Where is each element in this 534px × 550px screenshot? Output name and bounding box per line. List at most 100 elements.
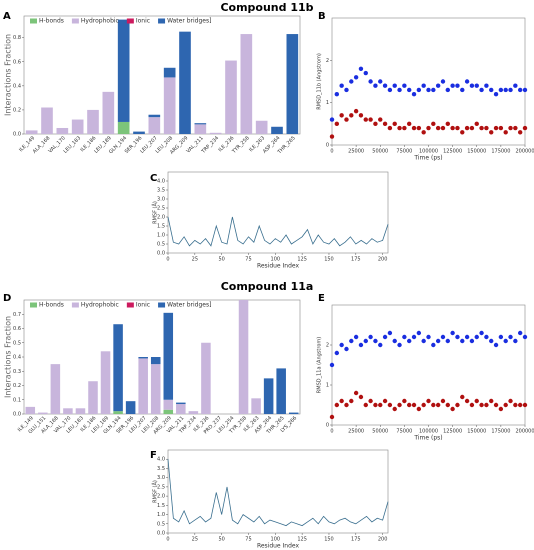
data-point (450, 330, 455, 336)
y-axis-label: Interactions Fraction (4, 34, 13, 116)
y-tick-label: 1.0 (157, 233, 165, 239)
data-point (397, 87, 402, 93)
x-tick-label: 0 (166, 257, 169, 263)
data-point (464, 398, 470, 404)
legend-swatch (71, 18, 79, 24)
panel-label: A (3, 11, 11, 22)
y-tick-label: 0.7 (13, 312, 21, 318)
data-point (440, 334, 446, 340)
data-point (484, 125, 489, 131)
bar-segment (225, 60, 237, 134)
data-point (387, 330, 393, 336)
bar-segment (50, 364, 61, 414)
legend-swatch (30, 18, 37, 24)
data-point (479, 125, 484, 131)
data-point (513, 338, 518, 344)
data-point (469, 402, 475, 408)
x-tick-label: 175000 (491, 149, 510, 155)
y-tick-label: 0.0 (13, 412, 21, 418)
bar-segment (194, 124, 207, 134)
data-point (358, 394, 364, 400)
x-tick-label: 150 (324, 537, 334, 543)
x-tick-label: 100000 (419, 149, 438, 155)
legend-swatch (30, 302, 37, 308)
data-point (522, 125, 528, 131)
data-point (517, 130, 523, 135)
legend-label: Ionic (136, 18, 150, 25)
y-axis-label: RMSF (Å) (152, 201, 159, 224)
data-point (503, 402, 508, 408)
data-point (426, 87, 431, 93)
data-point (358, 113, 364, 118)
data-point (455, 83, 460, 88)
bar-segment (71, 119, 84, 134)
data-point (469, 83, 475, 88)
data-point (513, 402, 518, 408)
bar-segment (179, 31, 191, 134)
bar-segment (125, 401, 136, 414)
y-tick-label: 0.5 (13, 340, 21, 346)
data-point (329, 362, 335, 368)
x-tick-label: 125000 (443, 429, 462, 435)
data-point (358, 66, 364, 72)
y-tick-label: 1.5 (157, 503, 165, 509)
y-tick-label: 3.0 (157, 475, 165, 481)
data-point (464, 334, 470, 340)
data-point (508, 87, 513, 93)
data-point (503, 87, 508, 93)
x-axis-label: Residue Index (257, 543, 300, 550)
y-axis-label: Interactions Fraction (4, 316, 13, 398)
y-tick-label: 2 (326, 58, 329, 64)
data-point (455, 334, 460, 340)
data-point (416, 330, 422, 336)
data-point (426, 125, 431, 131)
bar-segment (176, 402, 186, 405)
data-point (373, 121, 378, 127)
data-point (489, 87, 494, 93)
x-tick-label: 50 (218, 257, 224, 263)
data-point (368, 334, 373, 340)
y-tick-label: 3.0 (157, 197, 165, 203)
data-point (402, 398, 407, 404)
legend-label: Water bridges] (167, 302, 211, 309)
data-point (416, 87, 422, 93)
data-point (407, 402, 412, 408)
x-tick-label: 175000 (491, 429, 510, 435)
data-point (474, 83, 479, 88)
data-point (508, 334, 513, 340)
x-tick-label: 25000 (348, 149, 364, 155)
data-point (421, 402, 426, 408)
bar-segment (87, 109, 99, 134)
data-point (344, 87, 349, 93)
section-title: Compound 11b (220, 1, 313, 14)
y-tick-label: 0.8 (13, 35, 21, 41)
data-point (378, 402, 383, 408)
y-tick-label: 0.5 (157, 242, 165, 248)
rmsf-line (167, 459, 389, 527)
data-point (426, 334, 431, 340)
data-point (382, 121, 388, 127)
data-point (498, 406, 504, 412)
data-point (329, 414, 335, 420)
data-point (464, 79, 470, 84)
x-tick-label: 175 (351, 537, 361, 543)
y-tick-label: 3.5 (157, 188, 165, 194)
legend-label: Water bridges] (167, 18, 211, 25)
data-point (349, 79, 354, 84)
data-point (474, 398, 479, 404)
data-point (440, 398, 446, 404)
bar-segment (263, 378, 274, 414)
data-point (407, 121, 412, 127)
bar-segment (138, 358, 148, 414)
data-point (440, 125, 446, 131)
bar-segment (38, 412, 48, 414)
x-tick-label: 50 (218, 537, 224, 543)
x-tick-label: 150000 (467, 149, 486, 155)
y-tick-label: 0.0 (157, 251, 165, 257)
legend-label: Ionic (136, 302, 150, 309)
data-point (445, 87, 450, 93)
x-tick-label: 50000 (372, 429, 388, 435)
y-tick-label: 0 (326, 423, 329, 429)
bar-segment (163, 409, 174, 414)
y-tick-label: 1.5 (157, 224, 165, 230)
